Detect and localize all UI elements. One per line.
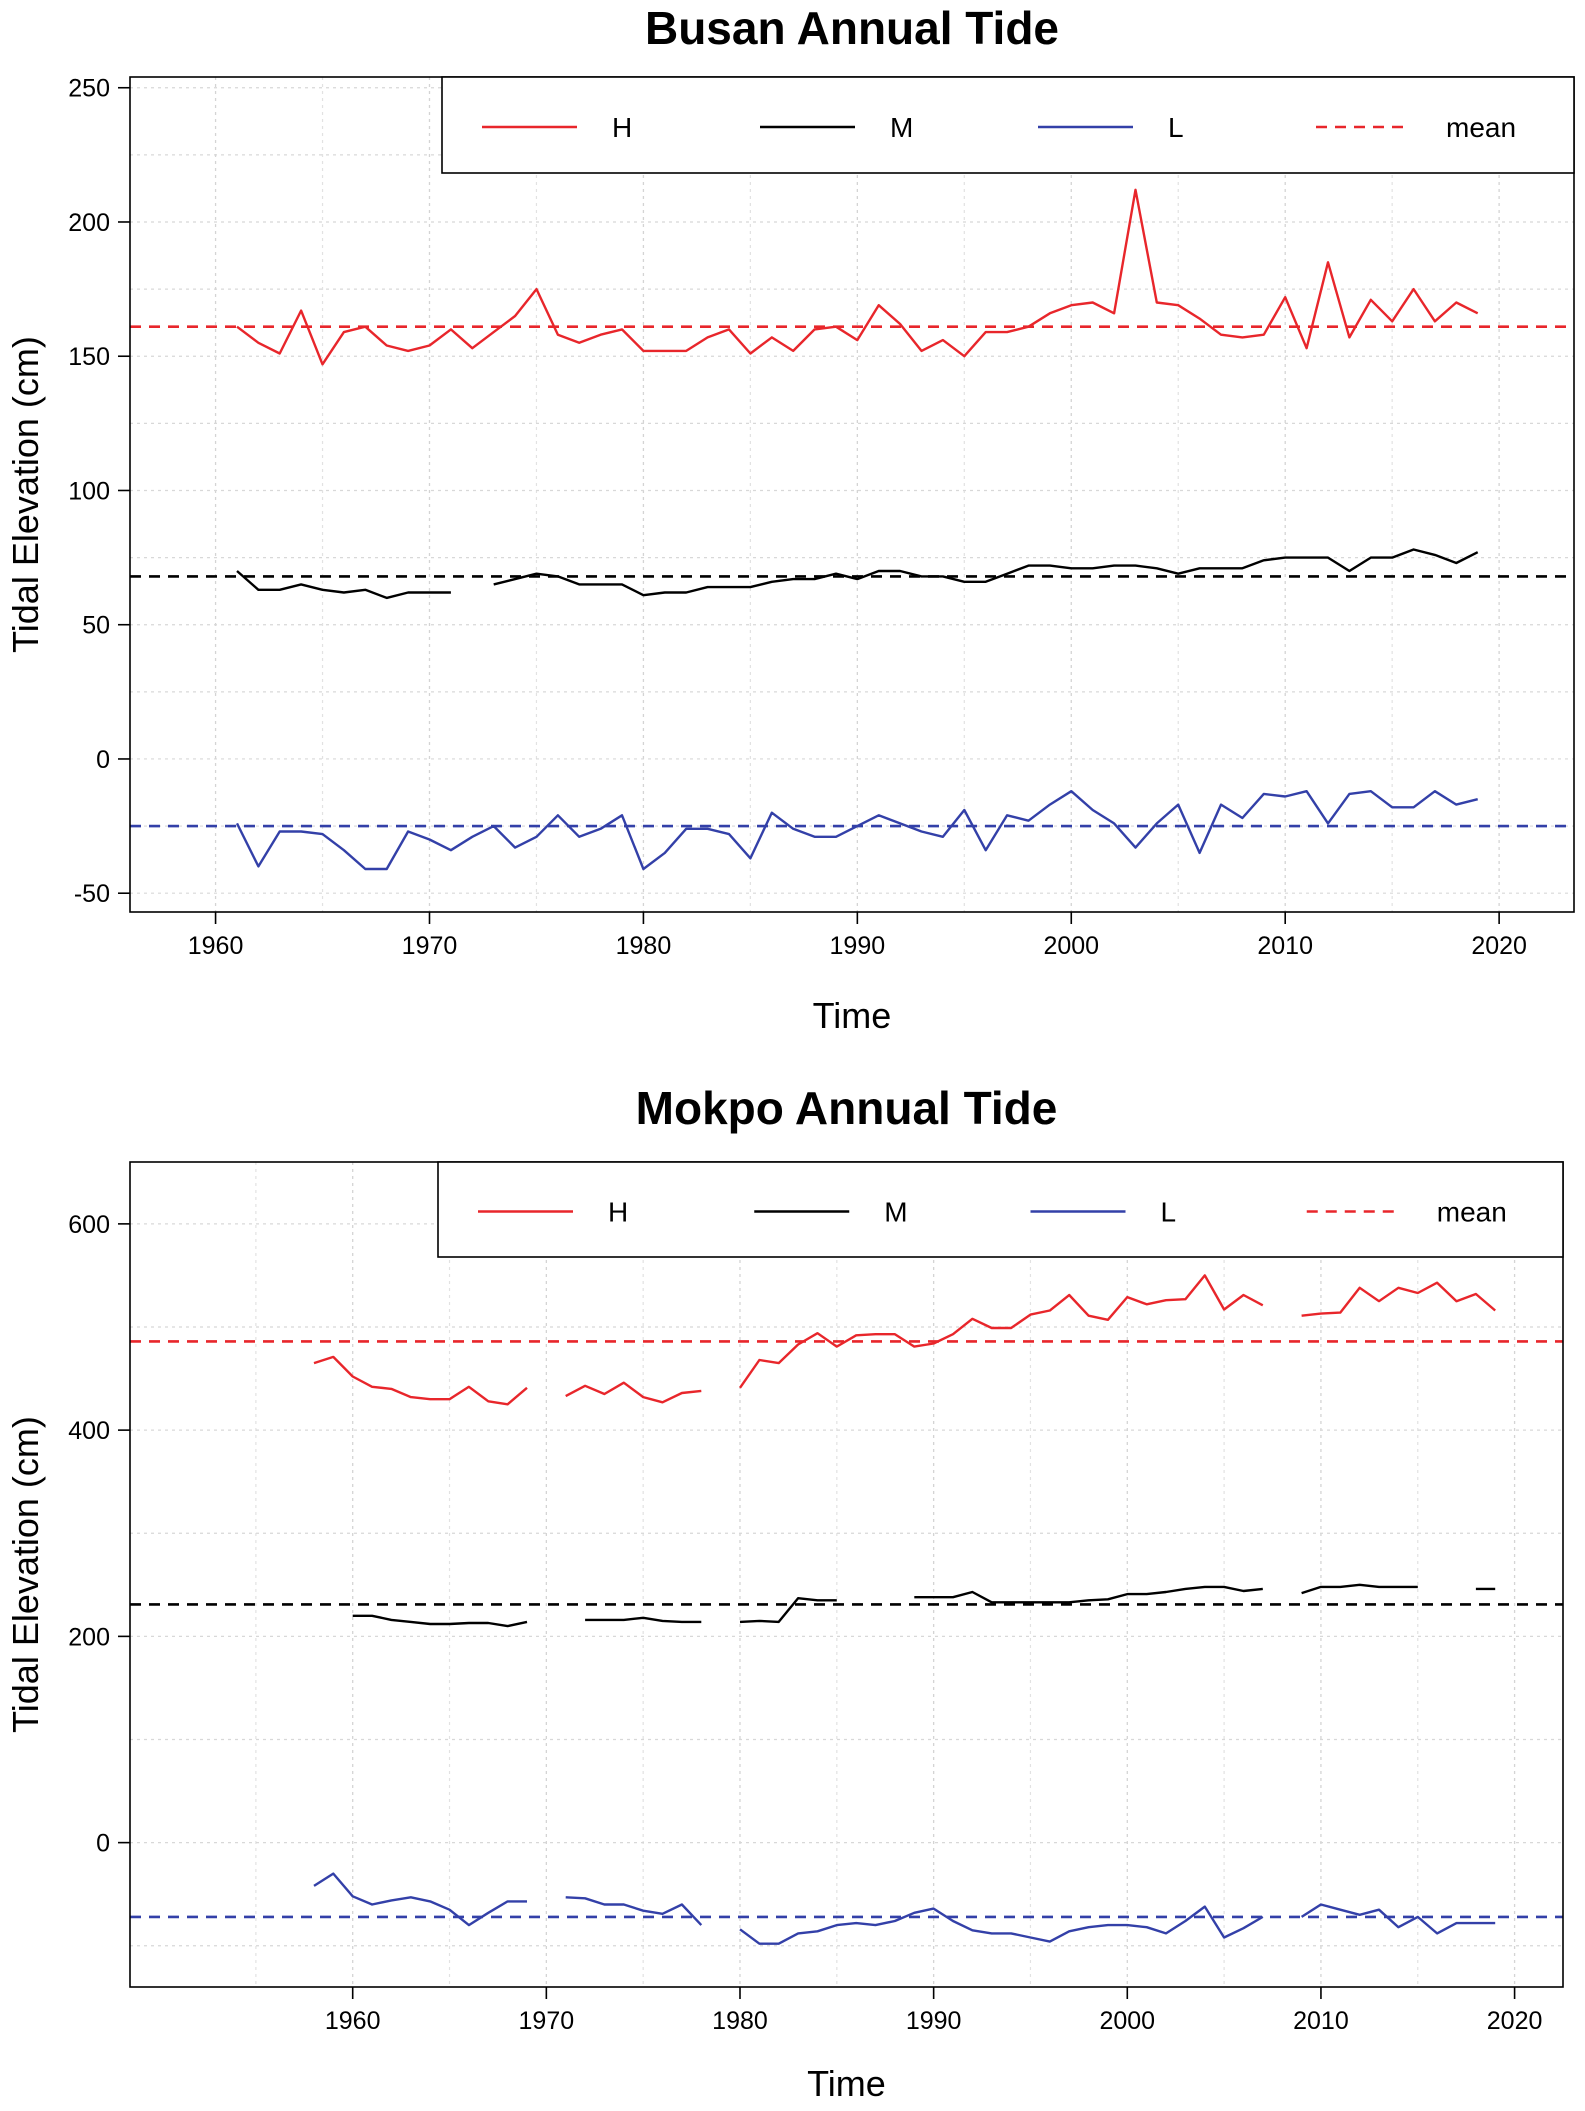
y-tick-label: 600	[68, 1211, 110, 1239]
series-line-M	[585, 1616, 702, 1624]
x-tick-label: 1970	[519, 2007, 575, 2035]
chart-panel-2: 1960 1970 1980 1990 2000 2010 2020 0 200 400 600 Mo…	[5, 1082, 1564, 2104]
legend-label-M: M	[884, 1197, 907, 1228]
x-tick-label: 2010	[1293, 2007, 1349, 2035]
x-tick-label: 2020	[1487, 2007, 1543, 2035]
series-line-H	[565, 1381, 702, 1404]
legend-label-L: L	[1168, 112, 1184, 143]
y-tick-label: 400	[68, 1417, 110, 1445]
legend-label-mean: mean	[1446, 112, 1516, 143]
series-line-L	[739, 1905, 1264, 1945]
gridlines	[130, 1162, 1563, 1987]
legend-box	[441, 76, 1575, 174]
series-line-L	[235, 790, 1478, 871]
x-tick-label: 2010	[1257, 932, 1313, 960]
x-tick-label: 2020	[1471, 932, 1527, 960]
series-line-M	[352, 1614, 528, 1628]
series-line-H	[739, 1274, 1264, 1389]
x-tick-label: 1980	[616, 932, 672, 960]
legend-box	[437, 1161, 1564, 1258]
x-tick-label: 1960	[325, 2007, 381, 2035]
x-tick-label: 2000	[1043, 932, 1099, 960]
legend-label-H: H	[612, 112, 632, 143]
y-tick-label: -50	[74, 880, 110, 908]
y-tick-label: 50	[82, 612, 110, 640]
legend-label-H: H	[608, 1197, 628, 1228]
series-line-M	[739, 1597, 837, 1624]
plot-frame	[129, 1161, 1564, 1988]
x-tick-label: 1990	[830, 932, 886, 960]
series-line-H	[313, 1355, 528, 1406]
chart-panel-1: 1960 1970 1980 1990 2000 2010 2020 -50 0 50 100 150…	[5, 2, 1575, 1036]
y-tick-label: 150	[68, 343, 110, 371]
legend-label-M: M	[890, 112, 913, 143]
series-line-M	[1301, 1583, 1418, 1595]
series-line-H	[1301, 1281, 1496, 1317]
y-tick-label: 0	[96, 746, 110, 774]
y-axis-label: Tidal Elevation (cm)	[5, 336, 46, 653]
series-group	[130, 188, 1574, 871]
chart-title: Busan Annual Tide	[645, 2, 1059, 54]
x-tick-label: 1970	[402, 932, 458, 960]
x-tick-label: 1960	[188, 932, 244, 960]
legend-label-mean: mean	[1437, 1197, 1507, 1228]
series-line-L	[565, 1896, 703, 1926]
legend-label-L: L	[1161, 1197, 1177, 1228]
gridlines	[130, 77, 1574, 912]
y-tick-label: 200	[68, 209, 110, 237]
series-line-L	[1300, 1903, 1496, 1935]
x-axis-label: Time	[813, 995, 892, 1036]
y-axis-label: Tidal Elevation (cm)	[5, 1416, 46, 1733]
series-line-M	[236, 570, 451, 600]
x-tick-label: 1980	[712, 2007, 768, 2035]
x-axis-label: Time	[807, 2063, 886, 2104]
series-line-L	[313, 1872, 527, 1927]
x-tick-label: 1990	[906, 2007, 962, 2035]
y-tick-label: 250	[68, 75, 110, 103]
y-tick-label: 200	[68, 1623, 110, 1651]
series-line-M	[914, 1585, 1263, 1604]
series-line-M	[493, 548, 1479, 597]
series-group	[130, 1274, 1563, 1945]
series-line-H	[236, 188, 1479, 366]
y-tick-label: 0	[96, 1830, 110, 1858]
plot-frame	[129, 76, 1575, 913]
y-tick-label: 100	[68, 477, 110, 505]
chart-title: Mokpo Annual Tide	[636, 1082, 1058, 1134]
x-tick-label: 2000	[1099, 2007, 1155, 2035]
